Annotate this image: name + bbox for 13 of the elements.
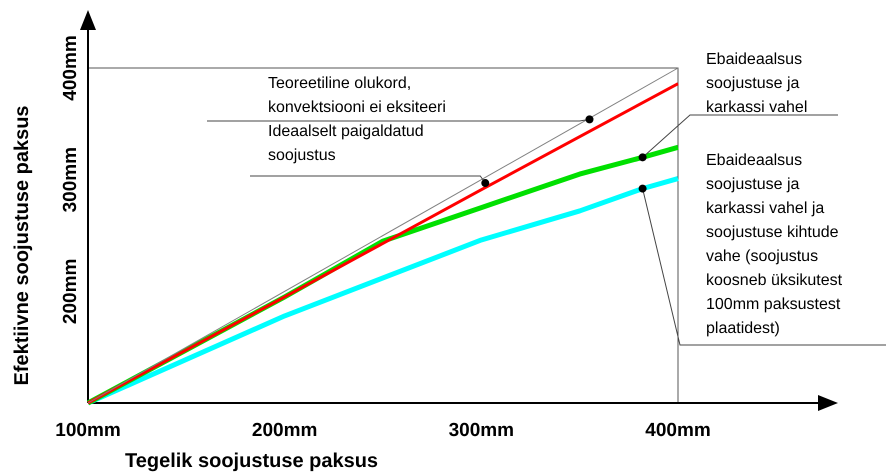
y-axis-title: Efektiivne soojustuse paksus xyxy=(11,105,33,386)
annotation: Teoreetiline olukord, konvektsiooni ei eksiteeri xyxy=(268,75,446,116)
x-axis-title: Tegelik soojustuse paksus xyxy=(125,450,378,472)
annotation: Ebaideaalsus soojustuse ja karkassi vahel ja soojustuse kihtude vahe (soojustus koosneb üksikutest 100mm paksustest plaatidest) xyxy=(706,152,843,337)
y-tick-label: 200mm xyxy=(60,258,81,324)
x-tick-label: 400mm xyxy=(645,420,711,441)
y-tick-label: 300mm xyxy=(60,146,81,212)
annotation: Ebaideaalsus soojustuse ja karkassi vahel xyxy=(706,51,808,116)
y-tick-label: 400mm xyxy=(60,35,81,101)
annotation: Ideaalselt paigaldatud soojustus xyxy=(268,123,424,164)
x-tick-label: 300mm xyxy=(448,420,514,441)
x-tick-label: 200mm xyxy=(252,420,318,441)
x-tick-label: 100mm xyxy=(55,420,121,441)
